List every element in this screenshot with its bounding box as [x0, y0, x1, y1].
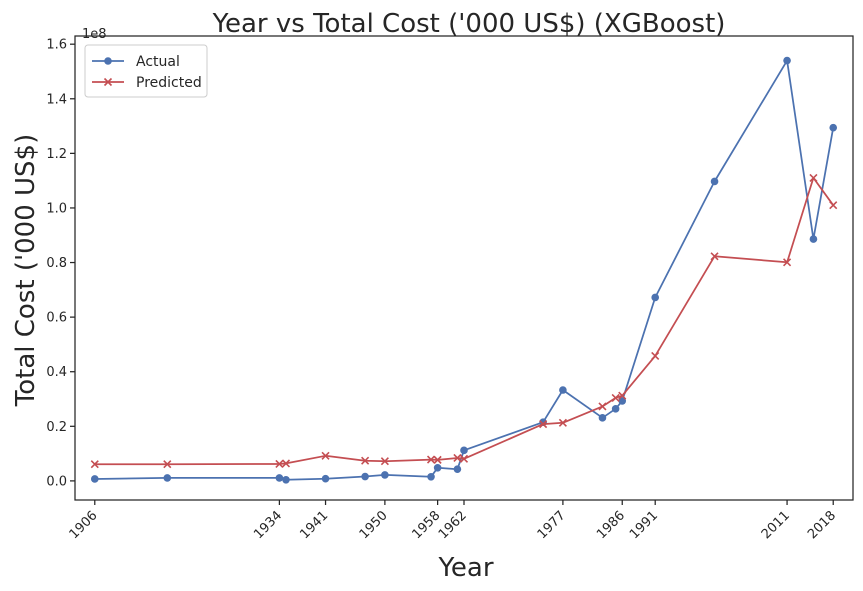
- predicted-series-line: [94, 177, 834, 466]
- predicted-point: [426, 455, 436, 464]
- y-axis-label: Total Cost ('000 US$): [11, 134, 41, 407]
- actual-point: [783, 56, 791, 65]
- legend: Actual Predicted: [84, 44, 208, 98]
- predicted-point: [433, 455, 442, 464]
- x-tick-label: 2018: [805, 508, 839, 542]
- predicted-point: [558, 418, 567, 427]
- actual-point: [809, 235, 818, 243]
- predicted-point: [275, 459, 284, 469]
- y-tick-label: 0.0: [46, 474, 67, 489]
- legend-predicted-marker: [103, 77, 113, 87]
- predicted-point: [829, 201, 838, 210]
- actual-point: [321, 474, 330, 483]
- actual-series-line: [94, 59, 835, 481]
- y-tick-label: 0.8: [46, 256, 67, 271]
- legend-box: [84, 44, 208, 98]
- predicted-point: [618, 391, 627, 400]
- actual-point: [611, 405, 620, 413]
- x-tick-label: 1986: [594, 508, 628, 542]
- x-tick-label: 1941: [297, 508, 331, 542]
- predicted-point: [809, 173, 818, 182]
- predicted-point: [380, 457, 389, 466]
- predicted-point: [163, 460, 172, 469]
- predicted-point: [90, 460, 99, 469]
- x-tick-label: 1950: [357, 508, 391, 542]
- y-tick-label: 0.2: [46, 420, 67, 435]
- predicted-point: [611, 393, 620, 402]
- actual-point: [361, 472, 369, 481]
- predicted-point: [281, 459, 291, 468]
- predicted-point: [598, 402, 607, 411]
- predicted-point: [321, 451, 330, 460]
- actual-point: [163, 474, 172, 482]
- actual-point: [710, 177, 719, 186]
- actual-point: [275, 474, 284, 482]
- actual-point: [559, 386, 567, 394]
- y-tick-label: 1.4: [46, 92, 67, 107]
- x-tick-label: 1962: [436, 508, 470, 542]
- predicted-point: [651, 351, 660, 360]
- actual-point: [453, 465, 462, 473]
- actual-point: [598, 414, 607, 422]
- predicted-point: [783, 258, 792, 267]
- y-tick-label: 1.6: [46, 38, 67, 53]
- y-tick-label: 0.4: [46, 365, 67, 380]
- actual-point: [381, 471, 389, 479]
- x-tick-label: 1977: [535, 508, 569, 542]
- legend-predicted-label: Predicted: [136, 75, 202, 91]
- predicted-point: [361, 456, 370, 465]
- actual-point: [651, 293, 660, 302]
- x-tick-label: 1958: [409, 508, 443, 542]
- actual-point: [282, 476, 290, 484]
- x-tick-label: 2011: [759, 508, 793, 542]
- x-tick-label: 1906: [67, 508, 101, 542]
- predicted-point: [539, 420, 548, 429]
- predicted-point: [459, 454, 469, 463]
- actual-point: [618, 397, 627, 405]
- y-tick-label: 1.0: [46, 201, 67, 216]
- y-tick-label: 0.6: [46, 311, 67, 326]
- predicted-point: [710, 252, 719, 261]
- x-tick-label: 1991: [627, 508, 661, 542]
- actual-point: [829, 123, 838, 132]
- x-tick-label: 1934: [251, 508, 285, 542]
- x-axis-label: Year: [437, 553, 493, 583]
- actual-point: [427, 473, 435, 481]
- y-offset-label: 1e8: [82, 27, 107, 42]
- plot-frame: [74, 35, 854, 501]
- plot-area: 0.0 0.2 0.4 0.6 0.8 1.0 1.2 1.4 1.6 1906 1934 1941 1…: [46, 35, 854, 542]
- y-tick-label: 1.2: [46, 147, 67, 162]
- legend-actual-label: Actual: [136, 54, 180, 70]
- actual-point: [460, 446, 468, 455]
- chart-title: Year vs Total Cost ('000 US$) (XGBoost): [212, 9, 726, 39]
- actual-point: [90, 475, 99, 483]
- actual-point: [433, 463, 442, 472]
- predicted-point: [453, 453, 462, 463]
- legend-actual-marker: [104, 57, 112, 65]
